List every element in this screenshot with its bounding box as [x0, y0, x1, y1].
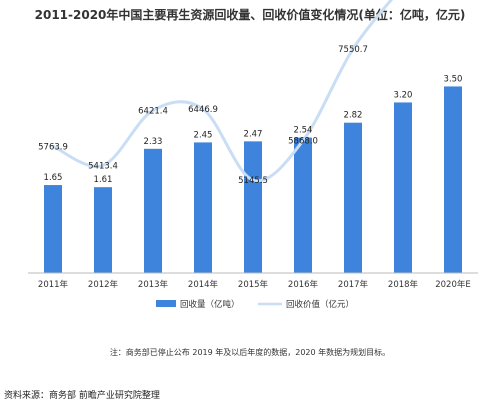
bar: [144, 148, 162, 273]
bar-value-label: 2.82: [344, 111, 363, 121]
x-tick-label: 2016年: [288, 279, 319, 290]
bar: [394, 102, 412, 273]
value-line: [52, 0, 394, 183]
bar-value-label: 3.50: [444, 74, 463, 84]
line-group: [51, 0, 394, 183]
x-tick-labels: 2011年 2012年 2013年 2014年 2015年 2016年 2017年 2018年…: [38, 279, 471, 290]
x-tick-label: 2017年: [338, 279, 369, 290]
footnote: 注：商务部已停止公布 2019 年及以后年度的数据，2020 年数据为规划目标。: [109, 348, 391, 357]
bar-value-label: 2.45: [194, 130, 213, 140]
x-tick-label: 2015年: [238, 279, 269, 290]
line-value-label: 5868.0: [288, 137, 318, 147]
x-tick-label: 2013年: [138, 279, 169, 290]
bar-value-label: 2.47: [244, 129, 263, 139]
bar: [194, 142, 212, 273]
line-value-label: 7550.7: [338, 45, 368, 55]
line-value-label: 5413.4: [88, 161, 118, 171]
legend: 回收量（亿吨） 回收价值（亿元）: [156, 299, 354, 310]
legend-label-line: 回收价值（亿元）: [286, 299, 354, 310]
line-value-label: 5763.9: [38, 142, 68, 152]
x-tick-label: 2018年: [388, 279, 419, 290]
chart-title: 2011-2020年中国主要再生资源回收量、回收价值变化情况(单位：亿吨，亿元): [34, 8, 466, 22]
line-point: [351, 47, 355, 51]
bar: [444, 86, 462, 273]
bar: [344, 122, 362, 273]
x-tick-label: 2014年: [188, 279, 219, 290]
line-point: [201, 107, 205, 111]
line-value-label: 6446.9: [188, 105, 218, 115]
bar-value-label: 2.33: [144, 137, 163, 147]
x-tick-label: 2020年E: [435, 279, 471, 290]
x-tick-label: 2012年: [88, 279, 119, 290]
line-value-label: 5145.5: [238, 176, 268, 186]
bar-value-label: 1.65: [44, 173, 63, 183]
legend-swatch-bars: [156, 300, 176, 307]
line-point: [301, 139, 305, 143]
line-point: [51, 144, 55, 148]
bar: [294, 137, 312, 273]
line-point: [151, 108, 155, 112]
bar-value-labels: 1.65 1.61 2.33 2.45 2.47 2.54 2.82 3.20 3.50: [44, 74, 463, 185]
x-tick-label: 2011年: [38, 279, 69, 290]
bar-value-label: 2.54: [294, 126, 313, 136]
legend-label-bars: 回收量（亿吨）: [180, 299, 240, 310]
line-value-label: 6421.4: [138, 106, 168, 116]
bar-value-label: 3.20: [394, 90, 413, 100]
line-value-labels: 5763.9 5413.4 6421.4 6446.9 5145.5 5868.0 7550…: [38, 45, 368, 186]
line-point: [251, 178, 255, 182]
line-point: [101, 163, 105, 167]
bar: [94, 187, 112, 273]
bars-group: [44, 86, 462, 273]
bar: [244, 141, 262, 273]
source-text: 资料来源：商务部 前瞻产业研究院整理: [4, 391, 160, 401]
bar: [44, 185, 62, 273]
bar-value-label: 1.61: [94, 175, 113, 185]
